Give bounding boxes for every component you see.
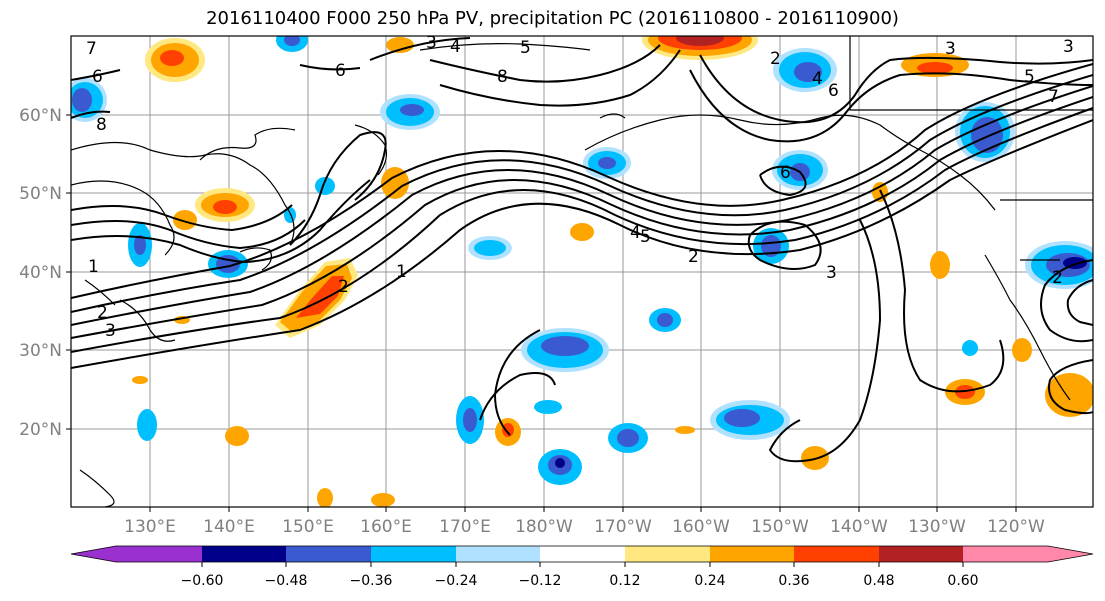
contour-label: 2 — [97, 303, 108, 323]
colorbar-tick-label: 0.36 — [778, 573, 809, 589]
colorbar-segment — [286, 546, 371, 562]
contour-label: 7 — [86, 39, 97, 59]
colorbar-outline — [70, 545, 1094, 563]
colorbar-segment — [625, 546, 710, 562]
map-title: 2016110400 F000 250 hPa PV, precipitatio… — [206, 8, 899, 29]
contour-label: 6 — [828, 81, 839, 101]
colorbar-ticks: −0.60 −0.48 −0.36 −0.24 −0.12 0.12 0.24 … — [181, 562, 979, 589]
colorbar-segment — [540, 546, 625, 562]
colorbar-segment — [963, 546, 1093, 562]
contour-label: 2 — [688, 247, 699, 267]
colorbar-segment — [371, 546, 456, 562]
contour-label: 5 — [640, 227, 651, 247]
contour-label: 8 — [497, 67, 508, 87]
lon-label: 150°E — [282, 517, 334, 537]
colorbar-tick-label: −0.48 — [265, 573, 308, 589]
contour-label: 3 — [105, 321, 116, 341]
colorbar-segment — [202, 546, 286, 562]
colorbar — [70, 545, 1094, 563]
lon-label: 120°W — [987, 517, 1045, 537]
lon-label: 160°E — [360, 517, 412, 537]
contour-label: 3 — [426, 33, 437, 53]
contour-label: 1 — [396, 262, 407, 282]
colorbar-tick-label: 0.12 — [609, 573, 640, 589]
contour-labels: 7 6 8 3 4 5 2 4 6 3 5 7 8 6 4 5 2 1 2 3 … — [86, 33, 1074, 341]
contour-label: 3 — [826, 263, 837, 283]
contour-label: 3 — [1063, 37, 1074, 57]
contour-label: 6 — [92, 67, 103, 87]
contour-label: 1 — [88, 257, 99, 277]
colorbar-tick-label: 0.48 — [863, 573, 894, 589]
coastlines — [71, 36, 1093, 507]
contour-label: 8 — [96, 115, 107, 135]
colorbar-segment — [456, 546, 540, 562]
contour-label: 4 — [812, 69, 823, 89]
lon-label: 140°W — [830, 517, 888, 537]
colorbar-tick-label: −0.36 — [350, 573, 393, 589]
lon-label: 170°E — [439, 517, 491, 537]
colorbar-tick-label: −0.60 — [181, 573, 224, 589]
lon-label: 130°W — [908, 517, 966, 537]
contour-label: 2 — [770, 49, 781, 69]
lat-axis: 60°N 50°N 40°N 30°N 20°N — [19, 106, 71, 440]
lon-label: 150°W — [751, 517, 809, 537]
contour-label: 7 — [1048, 87, 1059, 107]
lon-label: 160°W — [672, 517, 730, 537]
lon-axis: 130°E 140°E 150°E 160°E 170°E 180°W 170°… — [124, 507, 1045, 537]
lat-label: 60°N — [19, 106, 62, 126]
lat-label: 50°N — [19, 184, 62, 204]
colorbar-tick-label: −0.12 — [519, 573, 562, 589]
contour-label: 3 — [945, 39, 956, 59]
contour-label: 5 — [1024, 67, 1035, 87]
precip-negative — [71, 36, 1093, 485]
lon-label: 170°W — [594, 517, 652, 537]
map-area: 7 6 8 3 4 5 2 4 6 3 5 7 8 6 4 5 2 1 2 3 … — [71, 33, 1093, 507]
colorbar-tick-label: 0.24 — [694, 573, 725, 589]
lon-label: 130°E — [124, 517, 176, 537]
contour-label: 4 — [450, 37, 461, 57]
lon-label: 180°W — [515, 517, 573, 537]
colorbar-segment — [71, 546, 202, 562]
pv-contours — [71, 37, 1093, 463]
colorbar-tick-label: 0.60 — [947, 573, 978, 589]
colorbar-segment — [710, 546, 794, 562]
lon-label: 140°E — [203, 517, 255, 537]
lat-label: 30°N — [19, 341, 62, 361]
colorbar-tick-label: −0.24 — [435, 573, 478, 589]
lat-label: 40°N — [19, 263, 62, 283]
lat-label: 20°N — [19, 420, 62, 440]
colorbar-segment — [879, 546, 963, 562]
colorbar-segment — [794, 546, 879, 562]
contour-label: 5 — [520, 38, 531, 58]
contour-label: 6 — [780, 163, 791, 183]
contour-label: 2 — [338, 277, 349, 297]
contour-label: 6 — [335, 61, 346, 81]
contour-label: 2 — [1052, 268, 1063, 288]
contour-label: 4 — [630, 223, 641, 243]
